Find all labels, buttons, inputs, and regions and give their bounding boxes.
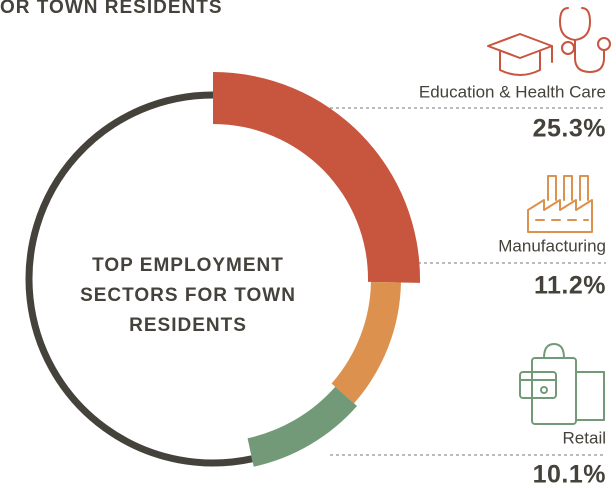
center-label: TOP EMPLOYMENT (92, 255, 284, 276)
value-label: 10.1% (533, 461, 606, 489)
donut-segment (213, 72, 420, 283)
rest-ring (25, 91, 253, 467)
retail-icon (519, 343, 605, 425)
value-label: 11.2% (534, 272, 606, 300)
donut-segment (247, 386, 358, 467)
category-label: Retail (563, 428, 606, 447)
center-label: SECTORS FOR TOWN (80, 285, 296, 306)
donut-segment (331, 281, 401, 404)
category-label: Manufacturing (498, 236, 606, 255)
center-label: RESIDENTS (129, 315, 247, 336)
chart-title: OR TOWN RESIDENTS (0, 0, 223, 18)
education-health-icon (487, 7, 611, 76)
manufacturing-icon (527, 175, 593, 233)
category-label: Education & Health Care (419, 82, 606, 101)
value-label: 25.3% (533, 115, 606, 143)
